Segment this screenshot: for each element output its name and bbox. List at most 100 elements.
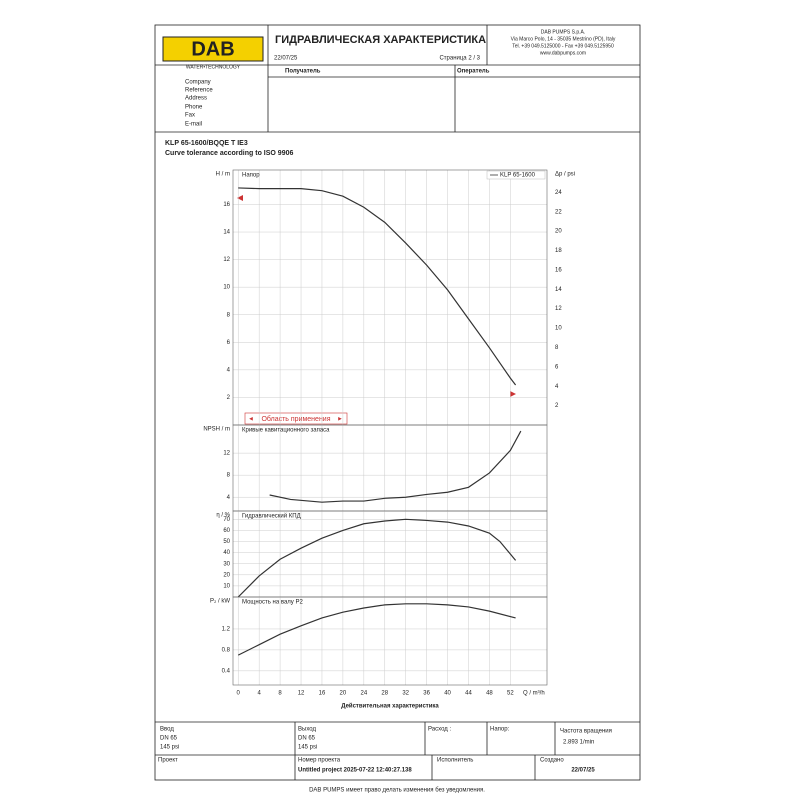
plot-frame (232, 596, 548, 686)
doc-date: 22/07/25 (274, 56, 298, 62)
doc-title: ГИДРАВЛИЧЕСКАЯ ХАРАКТЕРИСТИКА (275, 34, 486, 46)
y2-tick-label: 4 (555, 384, 559, 390)
footer-text: Выход (298, 727, 316, 733)
chart-title: Напор (242, 173, 260, 179)
y2-axis-label: Δp / psi (555, 172, 575, 178)
y-tick-label: 12 (223, 257, 230, 263)
frames (154, 24, 641, 781)
footer-text: Расход : (428, 727, 451, 733)
y2-tick-label: 20 (555, 229, 562, 235)
y-tick-label: 10 (223, 285, 230, 291)
x-tick-label: 40 (444, 691, 451, 697)
product-model: KLP 65-1600/BQQE T IE3 (165, 140, 248, 147)
footer-text: 145 psi (160, 745, 179, 751)
footer-text: 22/07/25 (571, 768, 595, 774)
y2-tick-label: 6 (555, 364, 559, 370)
y2-tick-label: 22 (555, 209, 562, 215)
footer-text: Создано (540, 758, 564, 764)
x-tick-label: 16 (319, 691, 326, 697)
footer-text: Напор: (490, 727, 510, 733)
x-tick-label: 20 (340, 691, 347, 697)
x-axis-title: Действительная характеристика (341, 703, 439, 710)
y-tick-label: 0.8 (222, 647, 231, 653)
footer-text: Номер проекта (298, 758, 341, 764)
chart-title: Мощность на валу P2 (242, 600, 303, 606)
x-tick-label: 4 (257, 691, 261, 697)
footer-text: Частота вращения (560, 729, 612, 735)
field-label: E-mail (185, 122, 202, 128)
curve (237, 603, 516, 656)
x-tick-label: 28 (381, 691, 388, 697)
y2-tick-label: 2 (555, 403, 559, 409)
y-tick-label: 16 (223, 202, 230, 208)
y-tick-label: 6 (227, 340, 231, 346)
y2-tick-label: 24 (555, 190, 562, 196)
company-line: Tel. +39 049.5125000 - Fax +39 049.51259… (512, 43, 614, 49)
x-tick-label: 48 (486, 691, 493, 697)
logo-tagline: WATER•TECHNOLOGY (186, 64, 241, 70)
x-tick-label: 0 (237, 691, 241, 697)
range-arrow: ◄ (248, 417, 254, 423)
x-tick-label: 32 (402, 691, 409, 697)
operator-label: Оператель (457, 69, 490, 75)
y-tick-label: 0.4 (222, 668, 231, 674)
chart-title: Гидравлический КПД (242, 513, 301, 520)
footer-text: DN 65 (160, 736, 178, 742)
y-tick-label: 4 (227, 495, 231, 501)
field-label: Fax (185, 113, 195, 119)
x-tick-label: 44 (465, 691, 472, 697)
footer-text: DN 65 (298, 736, 316, 742)
x-tick-label: 24 (360, 691, 367, 697)
y2-tick-label: 14 (555, 287, 562, 293)
range-box (244, 412, 348, 425)
range-marker (237, 195, 243, 201)
range-marker (510, 391, 516, 397)
recipient-label: Получатель (285, 69, 321, 75)
y-tick-label: 8 (227, 473, 231, 479)
y2-tick-label: 10 (555, 326, 562, 332)
logo: DAB (191, 38, 234, 60)
x-axis-label: Q / m³/h (523, 691, 545, 697)
field-label: Reference (185, 88, 213, 94)
y-tick-label: 40 (223, 550, 230, 556)
company-line: www.dabpumps.com (540, 50, 586, 56)
page-number: Страница 2 / 3 (439, 56, 480, 62)
field-label: Company (185, 80, 211, 86)
field-label: Phone (185, 105, 203, 111)
legend-box (486, 170, 546, 180)
legend-label: KLP 65-1600 (500, 173, 536, 179)
footer-text: Ввод (160, 727, 174, 733)
company-line: Via Marco Polo, 14 - 35035 Mestrino (PD)… (511, 36, 616, 42)
field-label: Address (185, 96, 207, 102)
y-axis-label: NPSH / m (203, 427, 230, 433)
y-tick-label: 10 (223, 583, 230, 589)
footer-text: 2.893 1/min (563, 740, 594, 746)
range-arrow: ► (337, 417, 343, 423)
y2-tick-label: 18 (555, 248, 562, 254)
y2-tick-label: 12 (555, 306, 562, 312)
x-tick-label: 52 (507, 691, 514, 697)
y-tick-label: 50 (223, 539, 230, 545)
product-tolerance: Curve tolerance according to ISO 9906 (165, 150, 293, 157)
y2-tick-label: 8 (555, 345, 559, 351)
y2-tick-label: 16 (555, 267, 562, 273)
curve (237, 518, 517, 598)
company-line: DAB PUMPS S.p.A. (541, 29, 585, 35)
range-annotation: Область применения (261, 415, 330, 423)
y-tick-label: 12 (223, 451, 230, 457)
y-tick-label: 2 (227, 395, 231, 401)
y-tick-label: 1.2 (222, 627, 231, 633)
y-axis-label: H / m (216, 172, 230, 178)
y-tick-label: 4 (227, 367, 231, 373)
x-tick-label: 8 (278, 691, 282, 697)
chart-title: Кривые кавитационного запаса (242, 428, 330, 434)
footer-text: Untitled project 2025-07-22 12:40:27.138 (298, 768, 412, 774)
footer-text: Проект (158, 758, 178, 764)
curve (269, 430, 522, 503)
y-axis-label: P₂ / kW (210, 599, 230, 605)
footer-text: 145 psi (298, 745, 317, 751)
x-tick-label: 12 (298, 691, 305, 697)
y-axis-label: η / % (216, 513, 230, 519)
disclaimer: DAB PUMPS имеет право делать изменения б… (309, 788, 485, 794)
